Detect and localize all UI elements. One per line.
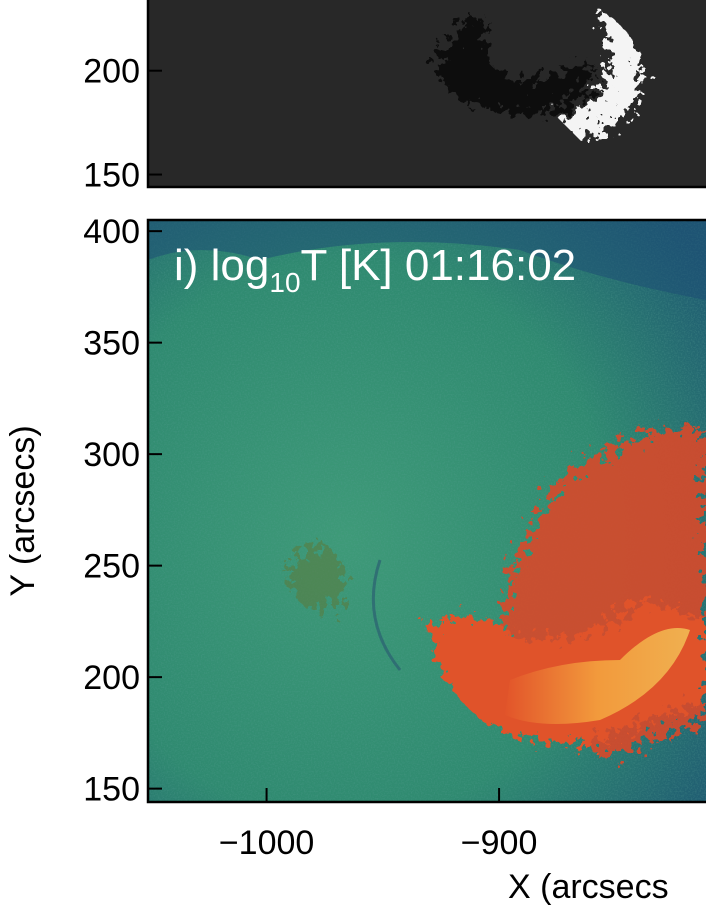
plot-frame	[146, 218, 706, 804]
y-tick-label: 200	[83, 53, 140, 91]
top-image	[148, 0, 706, 187]
y-tick-label: 200	[83, 659, 140, 697]
y-tick-label: 400	[83, 213, 140, 251]
y-tick-label: 250	[83, 548, 140, 586]
y-axis-label: Y (arcsecs)	[4, 425, 42, 596]
y-tick-label: 350	[83, 325, 140, 363]
plot-frame	[146, 0, 706, 189]
temperature-image	[148, 220, 706, 802]
x-tick-label: −1000	[219, 824, 315, 862]
y-tick-label: 300	[83, 436, 140, 474]
x-axis-label: X (arcsecs	[508, 868, 669, 906]
y-tick-label: 150	[83, 771, 140, 809]
title-subscript: 10	[269, 267, 300, 298]
title-text: T [K] 01:16:02	[301, 241, 577, 290]
title-text: i) log	[174, 241, 269, 290]
y-tick-label: 150	[83, 157, 140, 195]
panel-title: i) log10T [K] 01:16:02	[174, 241, 576, 298]
x-tick-label: −900	[461, 824, 538, 862]
